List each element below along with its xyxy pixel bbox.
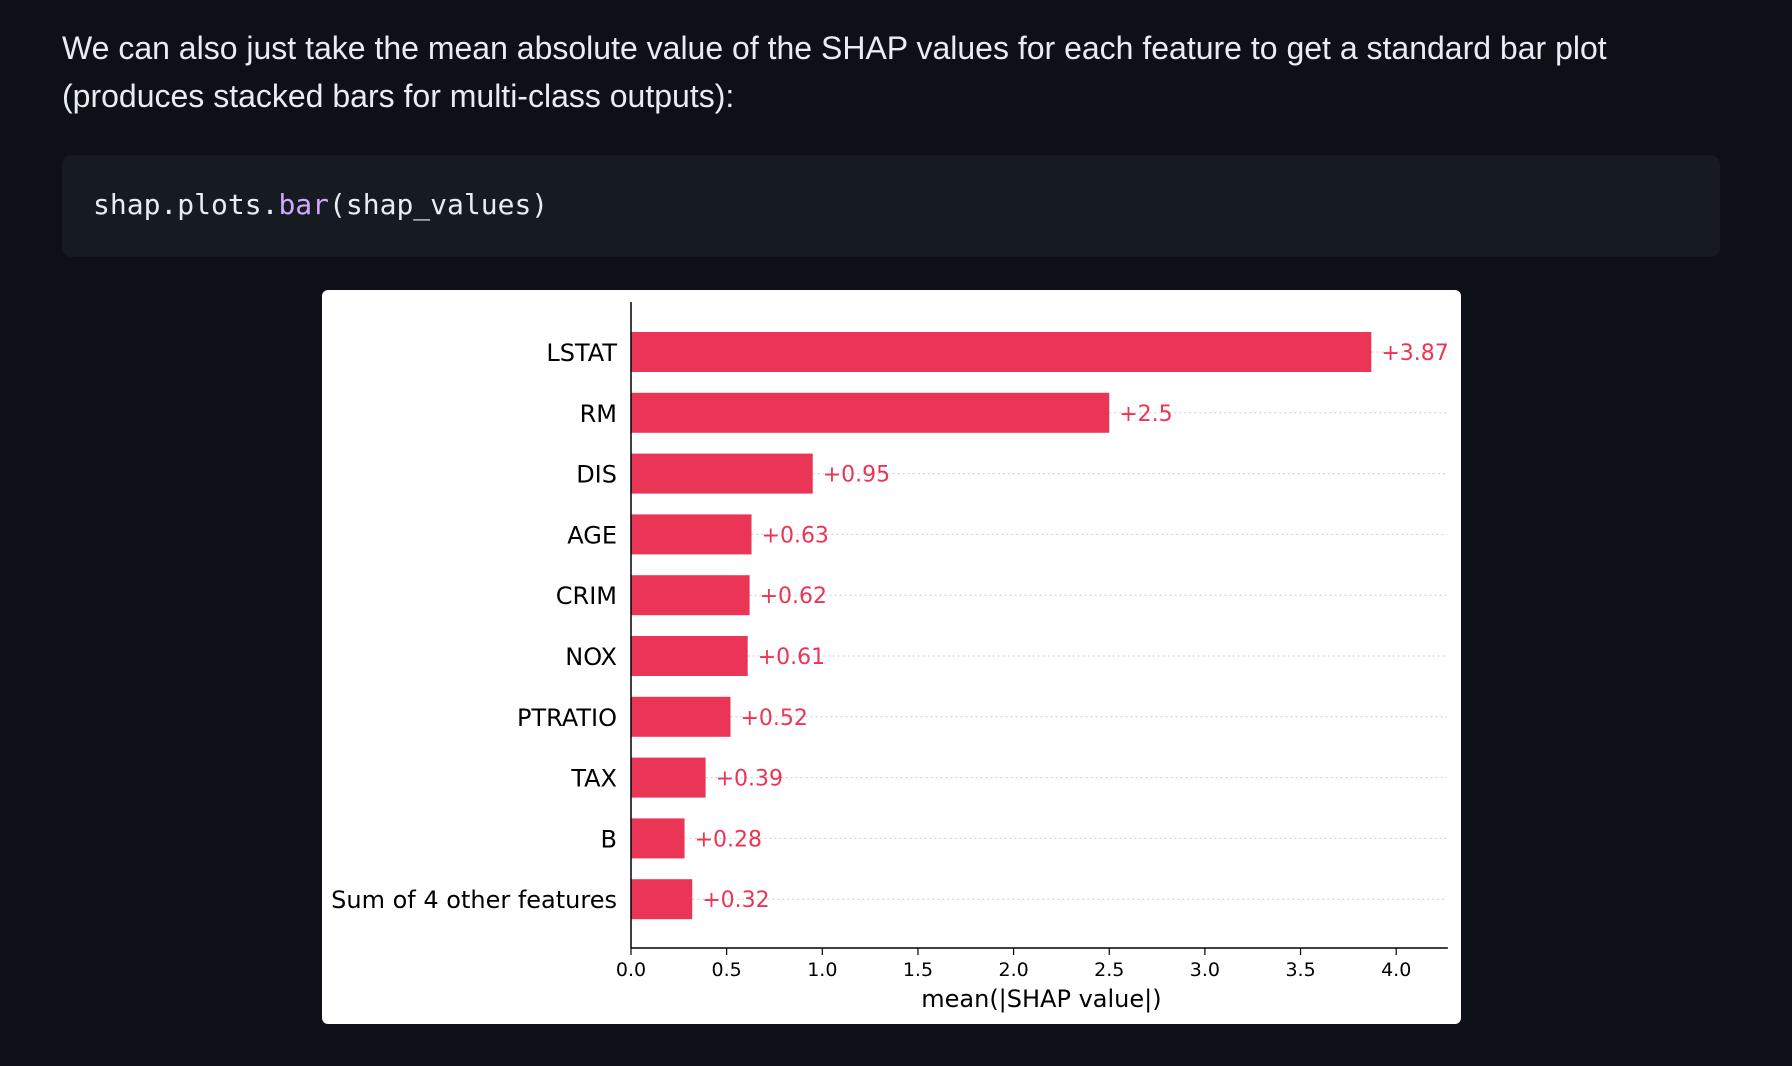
intro-paragraph: We can also just take the mean absolute …	[62, 30, 1607, 114]
bar	[631, 696, 731, 737]
x-tick-label: 3.5	[1285, 959, 1315, 981]
category-label: PTRATIO	[517, 704, 617, 732]
value-label: +0.95	[823, 463, 890, 488]
value-label: +3.87	[1381, 341, 1448, 366]
value-label: +0.39	[716, 767, 783, 792]
x-tick-label: 3.0	[1190, 959, 1220, 981]
category-label: B	[601, 825, 617, 853]
value-label: +2.5	[1119, 402, 1172, 427]
x-tick-label: 1.0	[807, 959, 837, 981]
value-label: +0.28	[695, 827, 762, 852]
code-block[interactable]: shap.plots.bar(shap_values)	[62, 155, 1720, 257]
x-tick-label: 0.5	[712, 959, 742, 981]
category-label: NOX	[565, 643, 617, 671]
bar	[631, 392, 1110, 433]
bar	[631, 636, 748, 676]
code-line: shap.plots.bar(shap_values)	[93, 185, 548, 225]
code-args: (shap_values)	[329, 188, 549, 221]
code-function: bar	[278, 188, 330, 221]
category-label: RM	[580, 400, 617, 428]
value-label: +0.62	[760, 584, 827, 609]
value-label: +0.63	[762, 523, 829, 548]
bar	[631, 818, 685, 859]
category-label: TAX	[570, 765, 617, 793]
shap-bar-chart: LSTAT +3.87 RM +2.5 DIS +0.95 AGE +0.63 CRIM +0.6…	[331, 302, 1449, 1013]
bar	[631, 575, 750, 616]
category-label: DIS	[576, 461, 617, 489]
bar	[631, 879, 693, 920]
bar	[631, 514, 752, 555]
value-label: +0.32	[702, 888, 769, 913]
category-label: AGE	[567, 521, 617, 549]
category-label: Sum of 4 other features	[331, 886, 617, 914]
x-axis-label: mean(|SHAP value|)	[921, 985, 1161, 1013]
shap-bar-figure: LSTAT +3.87 RM +2.5 DIS +0.95 AGE +0.63 CRIM +0.6…	[322, 290, 1461, 1024]
x-tick-label: 0.0	[616, 959, 646, 981]
value-label: +0.61	[758, 645, 825, 670]
x-tick-label: 2.0	[998, 959, 1028, 981]
value-label: +0.52	[740, 706, 807, 731]
bar	[631, 453, 813, 494]
x-tick-label: 2.5	[1094, 959, 1124, 981]
bar	[631, 757, 706, 798]
category-label: LSTAT	[546, 339, 617, 367]
x-tick-label: 1.5	[903, 959, 933, 981]
x-tick-label: 4.0	[1381, 959, 1411, 981]
category-label: CRIM	[556, 582, 617, 610]
code-prefix: shap.plots.	[93, 188, 279, 221]
bar	[631, 332, 1372, 372]
